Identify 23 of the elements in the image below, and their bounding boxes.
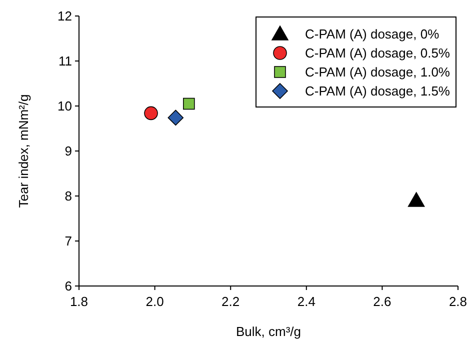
point <box>168 110 184 126</box>
y-tick-label: 10 <box>58 98 72 114</box>
legend-label: C-PAM (A) dosage, 0% <box>305 26 440 42</box>
x-tick-label: 2.8 <box>448 294 468 309</box>
legend-label: C-PAM (A) dosage, 1.5% <box>305 84 450 99</box>
y-tick-label: 12 <box>58 8 72 24</box>
y-tick-label: 8 <box>64 188 72 204</box>
legend-label: C-PAM (A) dosage, 0.5% <box>305 46 450 61</box>
legend-label: C-PAM (A) dosage, 1.0% <box>305 64 450 80</box>
y-tick-label: 11 <box>58 54 72 69</box>
point <box>144 106 158 120</box>
y-tick-label: 6 <box>64 278 72 294</box>
y-axis-title: Tear index, mNm²/g <box>16 94 31 208</box>
x-tick-label: 2.4 <box>297 294 316 309</box>
y-tick-label: 9 <box>64 144 72 159</box>
x-axis-title: Bulk, cm³/g <box>236 324 302 339</box>
x-tick-label: 1.8 <box>70 294 88 309</box>
point <box>183 98 195 110</box>
x-tick-label: 2.6 <box>373 294 392 309</box>
y-tick-label: 7 <box>64 234 72 249</box>
x-tick-label: 2.2 <box>222 294 240 309</box>
x-tick-label: 2.0 <box>146 294 164 309</box>
point <box>408 192 425 207</box>
